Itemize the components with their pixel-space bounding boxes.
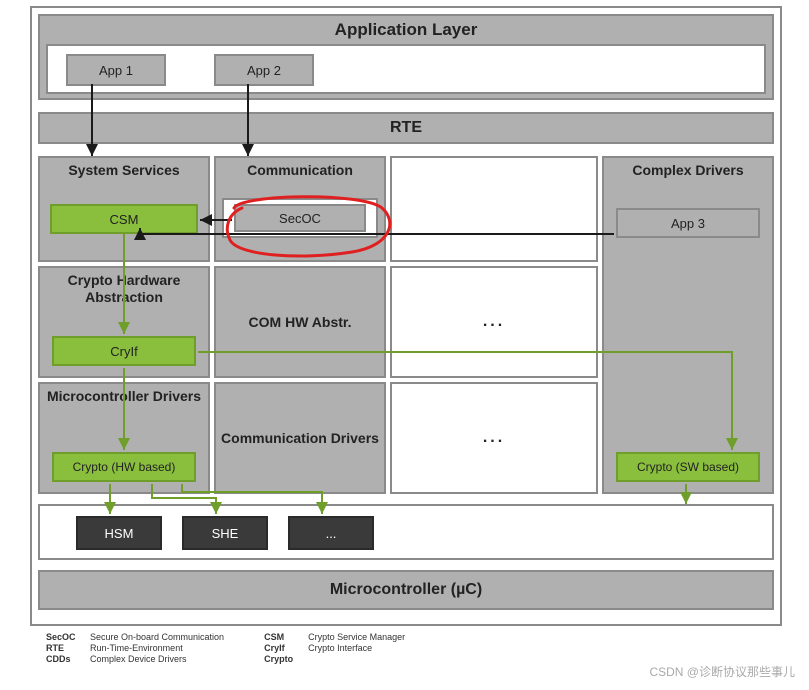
application-layer-inner: App 1 App 2 — [46, 44, 766, 94]
crypto-sw-based-label: Crypto (SW based) — [637, 460, 739, 474]
hsm-box: HSM — [76, 516, 162, 550]
she-box: SHE — [182, 516, 268, 550]
system-services-title: System Services — [40, 158, 208, 186]
dots-label-3: ... — [483, 429, 505, 447]
dots-label-2: ... — [483, 313, 505, 331]
microcontroller-drivers-block: Microcontroller Drivers Crypto (HW based… — [38, 382, 210, 494]
secoc-box: SecOC — [234, 204, 366, 232]
legend-k-3: CSM — [264, 632, 300, 642]
crypto-sw-based-box: Crypto (SW based) — [616, 452, 760, 482]
crypto-hw-based-box: Crypto (HW based) — [52, 452, 196, 482]
dots-block-3: ... — [390, 382, 598, 494]
watermark: CSDN @诊断协议那些事儿 — [649, 663, 795, 680]
communication-title: Communication — [216, 158, 384, 186]
secoc-wrapper: SecOC — [222, 198, 378, 238]
app1-label: App 1 — [99, 63, 133, 78]
app1-box: App 1 — [66, 54, 166, 86]
app3-label: App 3 — [671, 216, 705, 231]
crypto-hw-abstraction-title: Crypto Hardware Abstraction — [40, 268, 208, 310]
csm-label: CSM — [110, 212, 139, 227]
legend-v-0: Secure On-board Communication — [90, 632, 224, 642]
microcontroller-band: Microcontroller (µC) — [38, 570, 774, 610]
rte-title: RTE — [40, 114, 772, 142]
application-layer-band: Application Layer App 1 App 2 — [38, 14, 774, 100]
secoc-label: SecOC — [279, 211, 321, 226]
communication-drivers-title: Communication Drivers — [221, 430, 379, 447]
communication-block: Communication SecOC — [214, 156, 386, 262]
rte-band: RTE — [38, 112, 774, 144]
csm-box: CSM — [50, 204, 198, 234]
dots-block-2: ... — [390, 266, 598, 378]
hw-container: HSM SHE ... — [38, 504, 774, 560]
legend-k-5: Crypto — [264, 654, 300, 664]
legend-k-1: RTE — [46, 643, 82, 653]
communication-drivers-block: Communication Drivers — [214, 382, 386, 494]
hsm-label: HSM — [105, 526, 134, 541]
legend-k-0: SecOC — [46, 632, 82, 642]
legend: SecOC Secure On-board Communication RTE Ru… — [46, 632, 405, 664]
legend-v-4: Crypto Interface — [308, 643, 372, 653]
system-services-block: System Services CSM — [38, 156, 210, 262]
hw-dots-label: ... — [326, 526, 337, 541]
legend-k-4: CryIf — [264, 643, 300, 653]
app2-label: App 2 — [247, 63, 281, 78]
microcontroller-drivers-title: Microcontroller Drivers — [40, 384, 208, 409]
crypto-hw-abstraction-block: Crypto Hardware Abstraction CryIf — [38, 266, 210, 378]
hw-dots-box: ... — [288, 516, 374, 550]
legend-v-2: Complex Device Drivers — [90, 654, 187, 664]
cryif-label: CryIf — [110, 344, 137, 359]
empty-block-1 — [390, 156, 598, 262]
complex-drivers-block: Complex Drivers App 3 Crypto (SW based) — [602, 156, 774, 494]
app2-box: App 2 — [214, 54, 314, 86]
cryif-box: CryIf — [52, 336, 196, 366]
legend-v-3: Crypto Service Manager — [308, 632, 405, 642]
she-label: SHE — [212, 526, 239, 541]
architecture-canvas: Application Layer App 1 App 2 RTE System… — [30, 6, 782, 626]
application-layer-title: Application Layer — [40, 16, 772, 40]
app3-box: App 3 — [616, 208, 760, 238]
crypto-hw-based-label: Crypto (HW based) — [73, 460, 176, 474]
legend-v-1: Run-Time-Environment — [90, 643, 183, 653]
com-hw-abstr-title: COM HW Abstr. — [249, 314, 352, 330]
microcontroller-title: Microcontroller (µC) — [40, 572, 772, 608]
legend-k-2: CDDs — [46, 654, 82, 664]
complex-drivers-title: Complex Drivers — [604, 158, 772, 186]
com-hw-abstr-block: COM HW Abstr. — [214, 266, 386, 378]
